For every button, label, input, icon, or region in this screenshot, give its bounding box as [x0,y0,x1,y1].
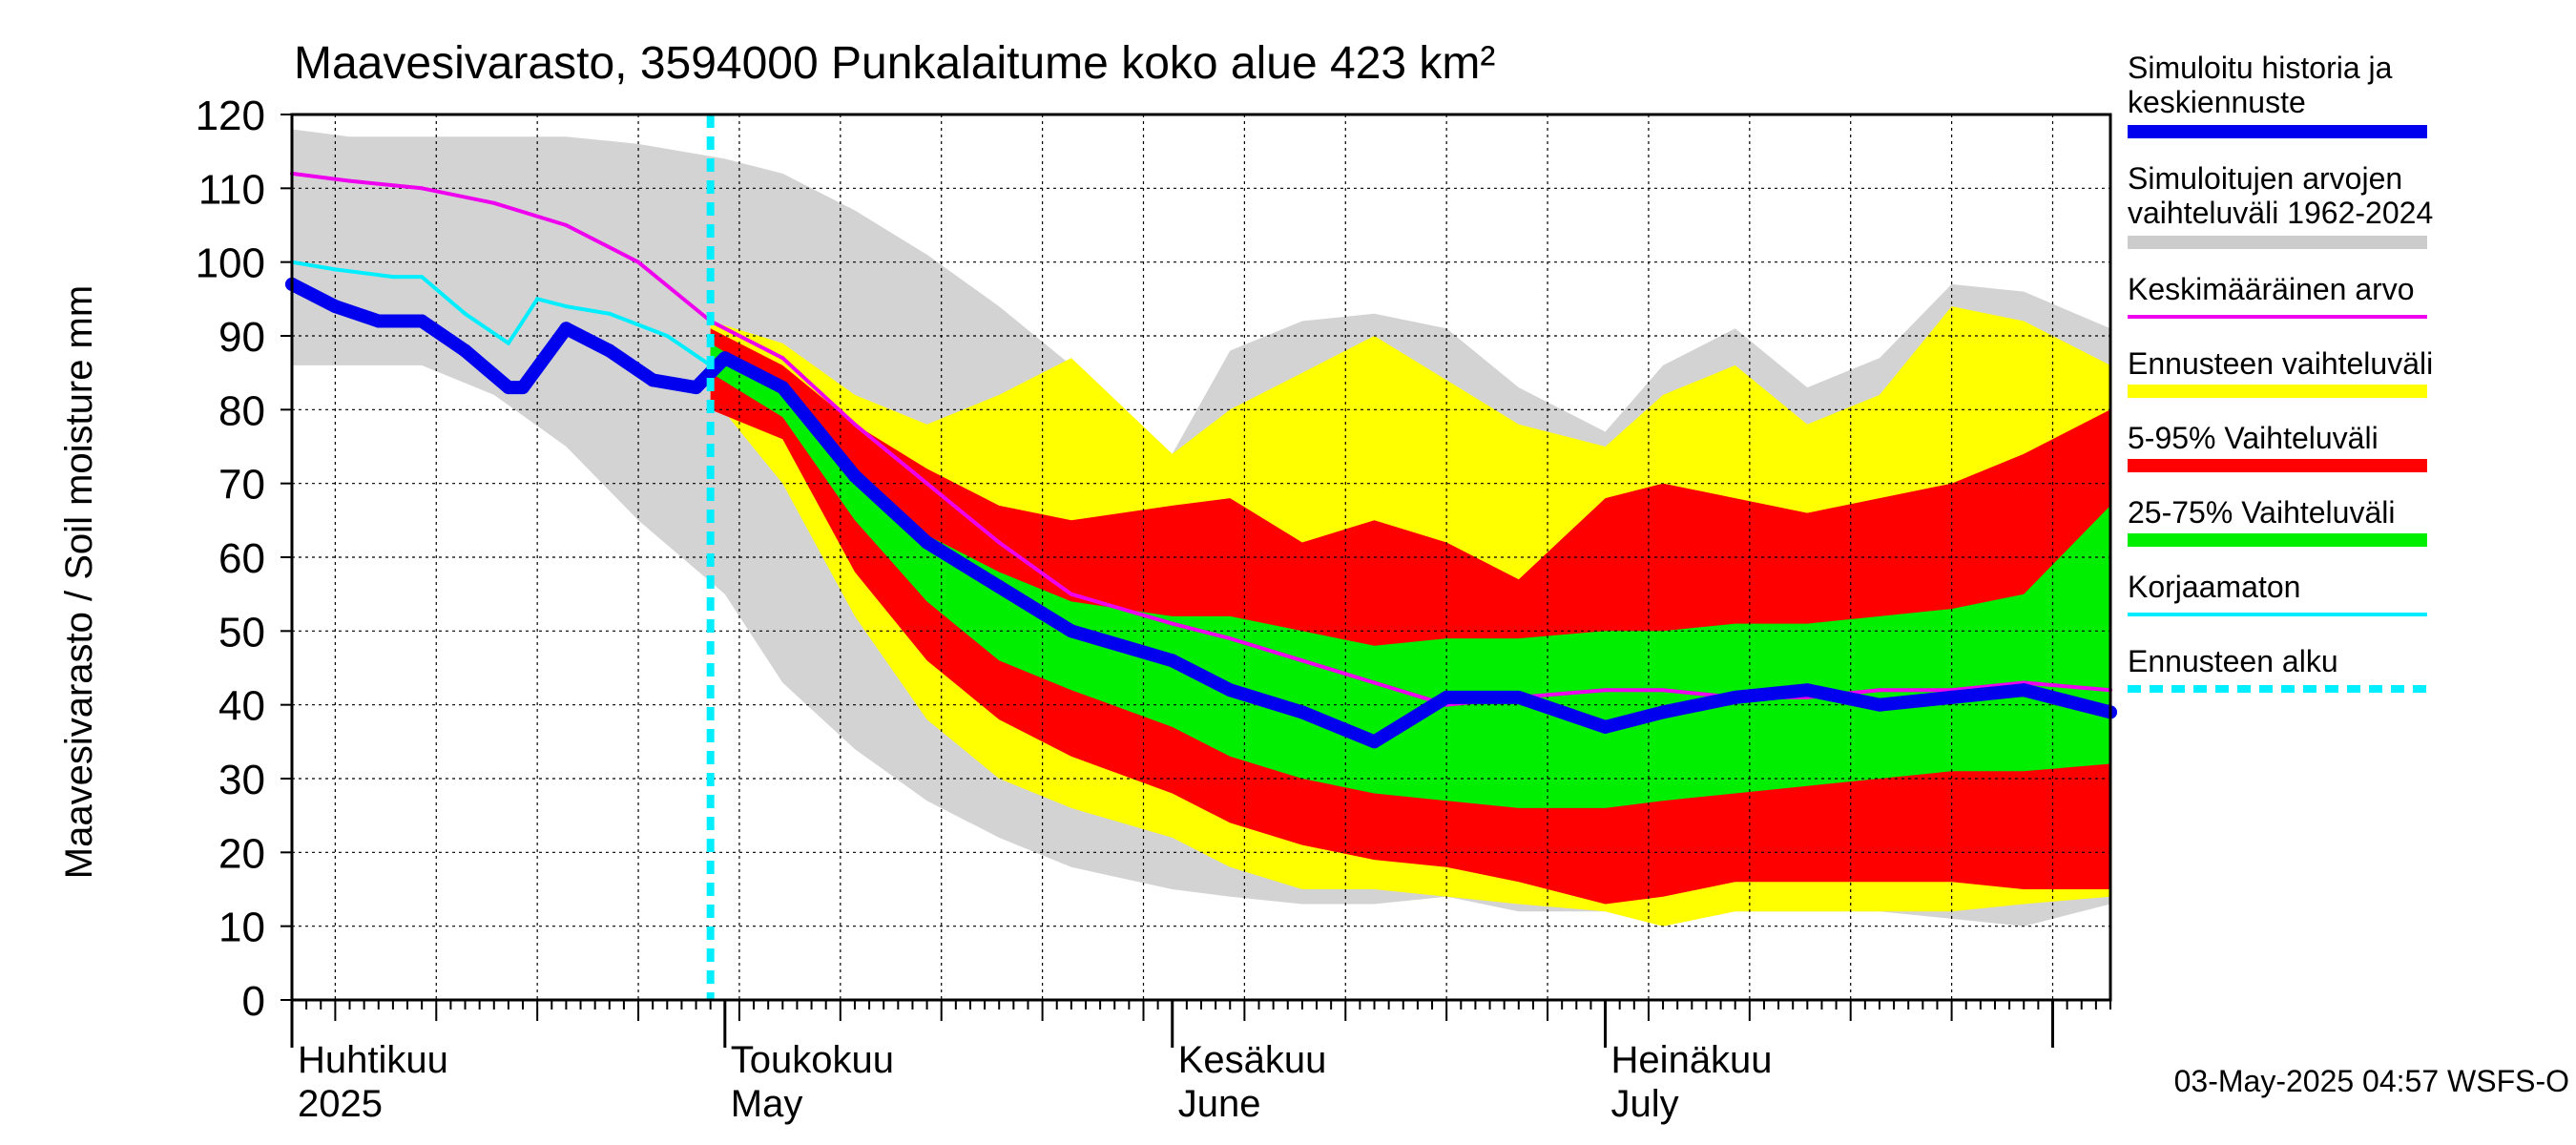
point-uncorrected [463,311,467,316]
y-tick-label: 60 [218,535,265,582]
point-median [646,373,660,387]
timestamp: 03-May-2025 04:57 WSFS-O [2174,1064,2569,1098]
point-median [415,314,429,328]
point-median [1656,705,1671,719]
point-median [717,351,732,365]
x-month-sublabel: 2025 [298,1083,383,1125]
legend-label: 5-95% Vaihteluväli [2128,421,2379,455]
point-mean [997,540,1002,545]
legend-label: Keskimääräinen arvo [2128,272,2415,306]
point-uncorrected [564,304,569,309]
point-median [1295,705,1309,719]
y-tick-label: 120 [196,93,265,139]
point-mean [1069,592,1073,596]
point-mean [420,186,425,191]
point-mean [347,178,352,183]
y-tick-label: 50 [218,609,265,656]
x-month-label: Toukokuu [731,1039,894,1081]
point-median [559,322,573,336]
point-mean [1878,688,1881,693]
point-mean [780,356,785,361]
point-median [689,381,703,395]
grid [292,114,2110,1000]
y-tick-label: 100 [196,240,265,287]
chart-title: Maavesivarasto, 3594000 Punkalaitume kok… [294,38,1495,89]
point-median [1728,690,1742,704]
y-tick-label: 10 [218,905,265,951]
point-mean [564,223,569,227]
point-median [1165,654,1179,668]
point-uncorrected [333,267,338,272]
legend-label: Ennusteen vaihteluväli [2128,346,2433,381]
legend-label: Ennusteen alku [2128,644,2338,678]
x-month-label: Kesäkuu [1178,1039,1327,1081]
y-tick-label: 80 [218,387,265,434]
point-median [1064,624,1078,638]
legend-label: Korjaamaton [2128,570,2300,604]
y-tick-label: 90 [218,314,265,361]
point-median [1511,690,1526,704]
y-tick-label: 70 [218,462,265,509]
point-mean [1603,688,1608,693]
y-tick-label: 0 [242,978,265,1025]
x-month-label: Heinäkuu [1611,1039,1773,1081]
point-mean [1299,658,1304,663]
legend-label-line2: keskiennuste [2128,85,2306,119]
point-median [371,314,385,328]
x-month-label: Huhtikuu [298,1039,448,1081]
point-median [1873,697,1886,712]
point-median [1598,719,1612,734]
point-median [776,381,790,395]
y-tick-label: 110 [198,166,265,213]
point-mean [853,422,857,427]
y-tick-label: 40 [218,683,265,730]
point-mean [491,200,496,205]
point-median [920,535,934,550]
point-median [1944,690,1959,704]
point-uncorrected [665,334,670,338]
point-mean [1228,636,1233,641]
legend-label-line2: vaihteluväli 1962-2024 [2128,196,2433,230]
point-median [458,344,472,358]
axes: 0 10 20 30 40 50 60 70 80 90 100 110 120 Huhtikuu2025… [196,93,2112,1125]
y-tick-label: 20 [218,830,265,877]
point-mean [924,481,929,486]
point-median [992,579,1007,593]
point-median [516,381,530,395]
x-month-sublabel: May [731,1083,803,1125]
point-uncorrected [390,275,395,280]
point-median [1223,683,1237,697]
point-uncorrected [420,275,425,280]
legend-label: 25-75% Vaihteluväli [2128,495,2395,530]
point-uncorrected [607,311,612,316]
point-mean [636,260,640,264]
point-mean [1372,680,1377,685]
point-median [1800,683,1815,697]
point-median [1440,690,1454,704]
legend-label: Simuloitujen arvojen [2128,161,2402,196]
point-uncorrected [506,341,510,345]
x-month-sublabel: July [1611,1083,1679,1125]
point-uncorrected [535,297,540,302]
point-median [328,300,343,314]
point-mean [1170,621,1174,626]
legend-label: Simuloitu historia ja [2128,51,2393,85]
y-tick-label: 30 [218,757,265,803]
point-median [848,468,862,483]
point-median [501,381,515,395]
x-month-sublabel: June [1178,1083,1261,1125]
point-median [602,344,616,358]
plot-area [285,114,2117,1000]
y-axis-label: Maavesivarasto / Soil moisture mm [58,285,100,879]
point-median [2017,683,2031,697]
point-mean [1661,688,1666,693]
point-median [1367,735,1381,749]
